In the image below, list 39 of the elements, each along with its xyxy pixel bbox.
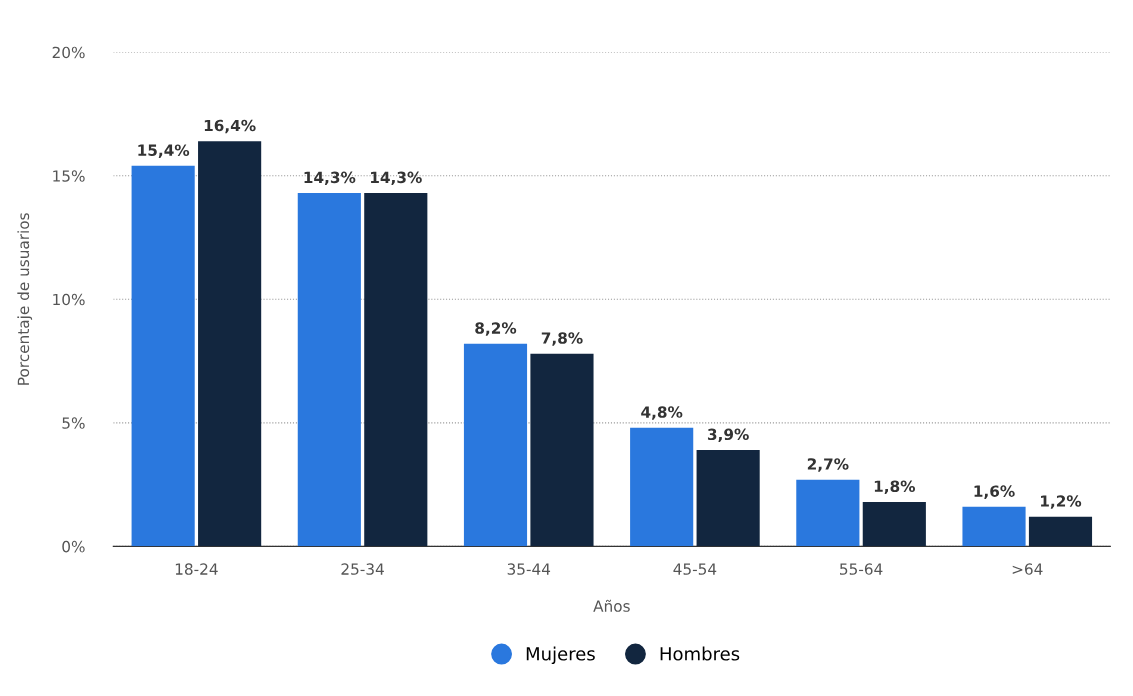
bar	[364, 193, 428, 547]
bar	[297, 193, 361, 547]
data-label: 2,7%	[807, 458, 849, 472]
x-tick-label: 18-24	[175, 563, 218, 575]
x-tick-label: >64	[1012, 563, 1043, 575]
bar	[696, 450, 760, 547]
bar	[463, 343, 528, 547]
bar	[530, 353, 594, 547]
data-label: 8,2%	[475, 322, 517, 336]
bar	[962, 506, 1026, 547]
data-label: 14,3%	[371, 171, 422, 186]
x-tick-label: 25-34	[341, 563, 384, 575]
data-label: 4,8%	[641, 406, 683, 420]
data-label: 7,8%	[541, 332, 583, 346]
x-tick-label: 35-44	[507, 563, 551, 575]
y-tick-label: 15%	[53, 170, 85, 182]
bar	[131, 165, 195, 547]
legend-label: Hombres	[660, 646, 740, 661]
bar	[796, 479, 860, 547]
data-label: 3,9%	[707, 428, 749, 443]
bar	[630, 427, 694, 547]
y-tick-label: 10%	[53, 293, 85, 306]
x-tick-label: 55-64	[840, 563, 883, 575]
y-tick-label: 0%	[62, 540, 85, 553]
bar	[198, 141, 262, 547]
x-tick-label: 45-54	[673, 563, 717, 575]
data-label: 1,6%	[974, 485, 1015, 499]
data-label: 16,4%	[204, 119, 256, 134]
bar	[862, 501, 926, 547]
y-tick-label: 5%	[62, 417, 85, 429]
x-axis-title: Años	[593, 599, 630, 612]
data-label: 14,3%	[304, 171, 356, 186]
y-axis-title: Porcentaje de usuarios	[17, 213, 33, 385]
bar	[1028, 516, 1093, 547]
data-label: 1,2%	[1041, 495, 1082, 509]
legend-label: Mujeres	[526, 646, 595, 665]
data-label: 15,4%	[138, 144, 190, 158]
y-tick-label: 20%	[52, 46, 85, 59]
data-label: 1,8%	[874, 480, 916, 494]
